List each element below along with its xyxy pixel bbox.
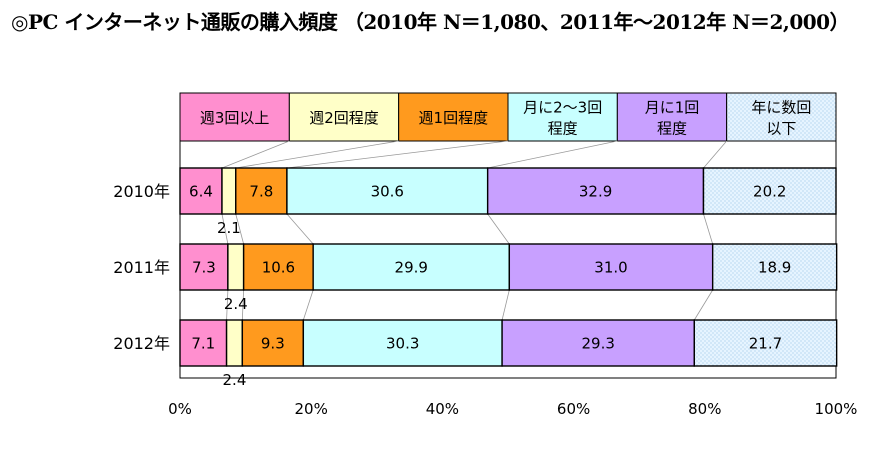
data-label: 21.7: [749, 335, 782, 353]
x-tick-label: 60%: [557, 400, 590, 418]
bar-segment: [312, 243, 511, 291]
bar-segment: [227, 243, 245, 291]
data-label: 9.3: [261, 335, 285, 353]
connector-line: [487, 140, 618, 169]
x-tick-label: 80%: [688, 400, 721, 418]
connector-line: [302, 289, 314, 321]
legend-swatch: [179, 92, 290, 142]
data-label: 32.9: [579, 183, 612, 201]
connector-line: [286, 140, 509, 169]
legend-label: 週2回程度: [309, 109, 379, 127]
data-label: 2.1: [217, 219, 241, 237]
data-label: 6.4: [189, 183, 213, 201]
legend-label: 月に2～3回: [523, 99, 602, 117]
bar-segment: [486, 167, 705, 215]
legend-swatch: [616, 92, 728, 142]
data-label: 10.6: [262, 259, 295, 277]
category-label: 2012年: [113, 334, 170, 353]
bar-segment: [241, 319, 305, 367]
bar-segment: [179, 319, 228, 367]
x-tick-label: 0%: [168, 400, 192, 418]
bar-segment: [508, 243, 714, 291]
connector-line: [235, 140, 399, 169]
x-tick-label: 100%: [815, 400, 858, 418]
legend-swatch: [726, 92, 837, 142]
bar-segment: [235, 167, 288, 215]
x-tick-label: 20%: [295, 400, 328, 418]
connector-line: [693, 289, 714, 321]
data-label: 29.3: [581, 335, 614, 353]
bar-segment: [302, 319, 503, 367]
connector-line: [241, 289, 245, 321]
chart-title: ◎PC インターネット通販の購入頻度 （2010年 N＝1,080、2011年～…: [11, 10, 850, 34]
legend-label: 年に数回: [751, 99, 811, 117]
connector-line: [703, 140, 727, 169]
connector-line: [487, 213, 510, 245]
connector-line: [221, 140, 290, 169]
legend-label: 週1回程度: [419, 109, 489, 127]
category-label: 2010年: [113, 182, 170, 201]
connector-line: [286, 213, 314, 245]
data-label: 29.9: [395, 259, 428, 277]
data-label: 30.6: [371, 183, 404, 201]
bar-segment: [711, 243, 838, 291]
connector-line: [501, 289, 510, 321]
category-label: 2011年: [113, 258, 170, 277]
data-label: 7.1: [191, 335, 215, 353]
bar-segment: [225, 319, 244, 367]
connector-line: [221, 213, 229, 245]
legend-swatch: [398, 92, 509, 142]
data-label: 18.9: [758, 259, 791, 277]
data-label: 2.4: [223, 371, 247, 389]
legend-label: 程度: [657, 120, 687, 138]
bar-segment: [501, 319, 696, 367]
x-tick-label: 40%: [426, 400, 459, 418]
bar-segment: [179, 243, 229, 291]
legend-label: 程度: [548, 120, 578, 138]
data-label: 7.3: [192, 259, 216, 277]
legend-label: 週3回以上: [200, 109, 270, 127]
data-label: 7.8: [249, 183, 273, 201]
connector-line: [226, 289, 229, 321]
bar-segment: [221, 167, 237, 215]
connector-line: [703, 213, 714, 245]
legend-label: 以下: [766, 120, 796, 138]
data-label: 20.2: [753, 183, 786, 201]
legend-swatch: [288, 92, 400, 142]
bar-segment: [693, 319, 838, 367]
data-label: 2.4: [224, 295, 248, 313]
legend-label: 月に1回: [645, 99, 700, 117]
bar-segment: [702, 167, 837, 215]
data-label: 30.3: [386, 335, 419, 353]
connector-line: [235, 213, 245, 245]
data-label: 31.0: [594, 259, 627, 277]
legend-swatch: [507, 92, 618, 142]
